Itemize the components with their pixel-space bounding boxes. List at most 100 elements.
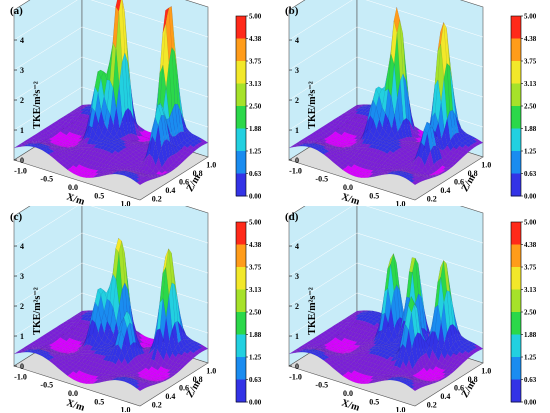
surface-cell <box>440 377 447 380</box>
colorbar-tick-label: 0.00 <box>524 193 537 201</box>
colorbar-tick-label: 1.88 <box>524 125 537 133</box>
colorbar-tick-label: 0.63 <box>249 170 262 178</box>
surface-cell <box>136 386 143 392</box>
x-tick-label: -1.0 <box>289 372 302 381</box>
colorbar-tick-label: 5.00 <box>524 13 537 21</box>
panel-label: (c) <box>10 211 23 223</box>
x-tick-label: -1.0 <box>289 166 302 175</box>
surface-cell <box>428 176 435 178</box>
y-tick-label: 0.4 <box>440 392 450 401</box>
surface-cell <box>153 382 160 384</box>
y-tick-label: 1.0 <box>481 160 491 169</box>
x-tick-label: 0.0 <box>68 389 78 398</box>
surface-cell <box>459 358 467 363</box>
chart-svg-d: 01234-1.0-0.50.00.51.00.20.40.60.81.0X/m… <box>285 206 537 412</box>
colorbar-tick-label: 0.63 <box>249 376 262 384</box>
surface <box>13 237 209 392</box>
colorbar-segment <box>236 106 246 129</box>
colorbar-segment <box>236 379 246 403</box>
colorbar-tick-label: 0.00 <box>524 399 537 407</box>
surface-cell <box>454 158 461 163</box>
wall-gridline <box>288 0 484 41</box>
surface-cell <box>442 375 450 378</box>
colorbar-segment <box>236 267 246 290</box>
panel-label: (a) <box>10 5 23 17</box>
surface-cell <box>199 141 206 146</box>
z-tick-label: 0 <box>20 362 24 371</box>
surface-cell <box>167 375 175 378</box>
y-tick-label: 1.0 <box>481 366 491 375</box>
colorbar-tick-label: 3.75 <box>249 264 262 272</box>
colorbar-segment <box>511 312 521 335</box>
surface-cell <box>147 383 155 386</box>
surface-cell <box>474 141 481 146</box>
surface-cell <box>165 377 172 380</box>
colorbar-tick-label: 1.25 <box>249 148 262 156</box>
surface-cell <box>422 177 430 180</box>
z-tick-label: 3 <box>295 66 299 75</box>
panel-label: (d) <box>285 211 299 223</box>
colorbar-tick-label: 2.50 <box>249 103 262 111</box>
surface-cell <box>187 355 194 361</box>
y-tick-label: 0.2 <box>152 195 162 204</box>
colorbar-tick-label: 0.63 <box>524 376 537 384</box>
colorbar-tick-label: 0.00 <box>249 399 262 407</box>
y-tick-label: 0.6 <box>454 178 464 187</box>
colorbar-segment <box>511 334 521 358</box>
colorbar-tick-label: 0.63 <box>524 170 537 178</box>
z-tick-label: 2 <box>20 96 24 105</box>
surface-cell <box>462 355 469 361</box>
colorbar-tick-label: 2.50 <box>249 309 262 317</box>
y-tick-label: 0.2 <box>427 401 437 410</box>
surface-cell <box>184 358 192 363</box>
y-tick-label: 0.6 <box>454 384 464 393</box>
colorbar-segment <box>236 128 246 152</box>
chart-svg-c: 01234-1.0-0.50.00.51.00.20.40.60.81.0X/m… <box>10 206 262 412</box>
surface-cell <box>474 347 481 352</box>
colorbar-segment <box>236 244 246 268</box>
x-axis-label: X/m <box>65 398 86 412</box>
colorbar-tick-label: 0.00 <box>249 193 262 201</box>
colorbar-tick-label: 1.25 <box>249 354 262 362</box>
x-tick-label: -1.0 <box>14 166 27 175</box>
surface-cell <box>115 0 122 12</box>
z-tick-label: 1 <box>295 126 299 135</box>
z-axis-label: TKE/m²s⁻² <box>307 81 318 128</box>
wall-gridline <box>288 232 484 277</box>
z-tick-label: 3 <box>295 272 299 281</box>
x-tick-label: -1.0 <box>14 372 27 381</box>
x-tick-label: -0.5 <box>40 175 53 184</box>
colorbar-tick-label: 1.88 <box>524 331 537 339</box>
colorbar-segment <box>236 173 246 197</box>
y-tick-label: 0.6 <box>179 178 189 187</box>
surface-cell <box>199 347 206 352</box>
colorbar-tick-label: 1.25 <box>524 148 537 156</box>
x-tick-label: 0.5 <box>94 397 104 406</box>
z-tick-label: 4 <box>295 242 299 251</box>
surface-cell <box>411 180 418 186</box>
surface-cell <box>422 383 430 386</box>
z-tick-label: 2 <box>295 302 299 311</box>
surface-cell <box>462 149 469 155</box>
colorbar-tick-label: 3.13 <box>249 286 262 294</box>
colorbar-segment <box>236 151 246 174</box>
surface-cell <box>417 384 424 388</box>
panel-c: 0 1 2 3 4 -1.0 -0.5 0.0 0.5 1.0 0.2 0.4 0.6 0.8 1.0 X/m… <box>0 206 275 412</box>
colorbar-tick-label: 4.38 <box>249 241 262 249</box>
surface <box>288 253 484 392</box>
colorbar-tick-label: 3.75 <box>249 58 262 66</box>
colorbar-tick-label: 3.13 <box>249 80 262 88</box>
surface-cell <box>142 178 149 182</box>
surface-cell <box>428 382 435 384</box>
y-tick-label: 0.4 <box>165 186 175 195</box>
x-tick-label: -0.5 <box>315 381 328 390</box>
y-tick-label: 0.8 <box>193 169 203 178</box>
z-tick-label: 3 <box>20 272 24 281</box>
y-tick-label: 1.0 <box>206 366 216 375</box>
y-tick-label: 0.2 <box>152 401 162 410</box>
colorbar-tick-label: 2.50 <box>524 103 537 111</box>
colorbar-segment <box>511 128 521 152</box>
surface-cell <box>179 364 186 369</box>
y-tick-label: 0.8 <box>468 169 478 178</box>
colorbar-tick-label: 3.13 <box>524 80 537 88</box>
